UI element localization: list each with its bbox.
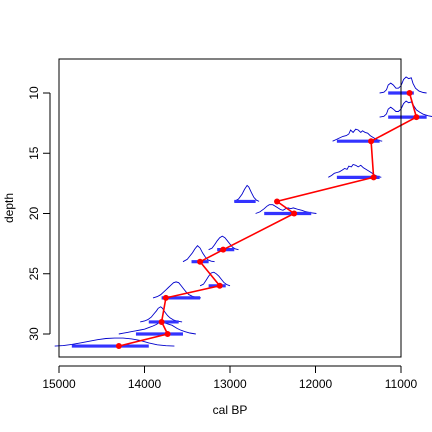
calibration-distribution-19 bbox=[234, 184, 260, 202]
calibration-distribution-20 bbox=[255, 204, 317, 214]
calibration-distribution-10 bbox=[379, 76, 427, 94]
calibration-distribution-17 bbox=[328, 163, 382, 178]
age-model-point-24 bbox=[197, 258, 204, 265]
y-axis: 10 15 20 25 30 bbox=[27, 86, 51, 341]
age-model bbox=[115, 90, 420, 350]
calibration-distribution-29 bbox=[140, 306, 183, 323]
plot-frame bbox=[58, 58, 402, 358]
x-tick-label-14000: 14000 bbox=[128, 377, 162, 391]
y-tick-label-20: 20 bbox=[27, 207, 41, 221]
age-model-point-20 bbox=[291, 210, 298, 217]
age-model-line bbox=[118, 92, 418, 347]
x-tick-label-12000: 12000 bbox=[299, 377, 333, 391]
calibration-distribution-14 bbox=[332, 128, 383, 142]
y-tick-label-10: 10 bbox=[27, 86, 41, 100]
y-tick-label-25: 25 bbox=[27, 267, 41, 281]
calibration-distribution-23 bbox=[208, 235, 239, 251]
age-model-point-23 bbox=[220, 246, 227, 253]
age-model-point-10 bbox=[406, 90, 413, 96]
calibration-distribution-12 bbox=[379, 100, 432, 118]
y-tick-label-15: 15 bbox=[27, 146, 41, 160]
calibration-distribution-24 bbox=[182, 245, 215, 263]
age-model-point-30 bbox=[164, 331, 171, 337]
calibration-distribution-27 bbox=[152, 281, 201, 299]
age-model-point-14 bbox=[368, 138, 375, 145]
age-model-point-17 bbox=[370, 174, 377, 181]
age-model-point-12 bbox=[413, 114, 420, 121]
calibration-distribution-26 bbox=[199, 271, 231, 287]
age-model-point-26 bbox=[216, 282, 223, 289]
calibration-distribution-31 bbox=[54, 337, 175, 347]
age-model-point-19 bbox=[274, 198, 281, 205]
x-axis: 15000 14000 13000 12000 11000 bbox=[42, 365, 418, 391]
age-model-point-29 bbox=[158, 318, 165, 325]
age-model-point-27 bbox=[162, 294, 169, 301]
y-axis-title: depth bbox=[2, 193, 16, 223]
y-tick-label-30: 30 bbox=[27, 327, 41, 341]
calibration-distribution-30 bbox=[118, 321, 196, 335]
x-tick-label-11000: 11000 bbox=[385, 377, 418, 391]
calibrated-range-bars bbox=[71, 91, 427, 348]
calibrated-distributions bbox=[54, 76, 432, 347]
x-axis-title: cal BP bbox=[213, 403, 248, 417]
x-tick-label-13000: 13000 bbox=[213, 377, 247, 391]
x-tick-label-15000: 15000 bbox=[42, 377, 76, 391]
age-model-point-31 bbox=[115, 343, 122, 350]
